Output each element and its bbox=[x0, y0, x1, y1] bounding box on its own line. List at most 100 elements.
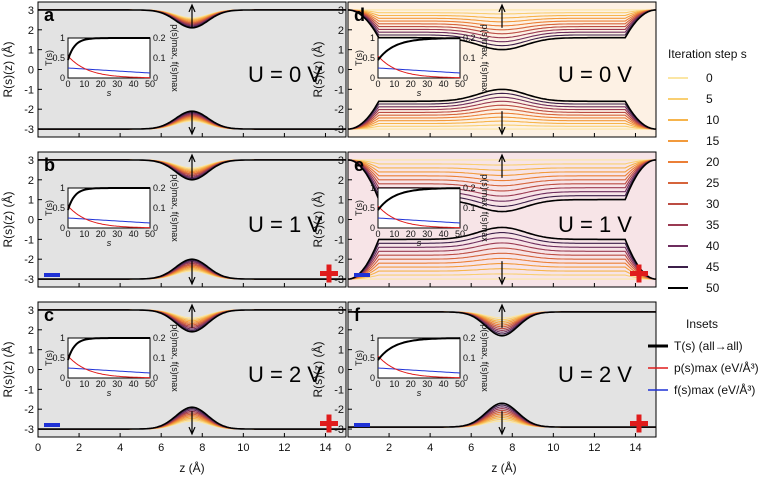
legend-label-10: 10 bbox=[706, 113, 720, 127]
inset-y-right-tick: 0 bbox=[463, 373, 468, 383]
radius-curve-s50 bbox=[38, 406, 346, 430]
x-tick-label: 0 bbox=[35, 442, 41, 454]
inset-frame bbox=[377, 187, 461, 229]
legend-label-30: 30 bbox=[706, 197, 720, 211]
y-tick-label: -3 bbox=[334, 124, 344, 136]
inset-y-right-tick: 0.2 bbox=[463, 333, 476, 343]
inset-y-left-label: T(s) bbox=[354, 350, 364, 366]
inset-fmax-line bbox=[67, 217, 151, 224]
inset-y-left-label: T(s) bbox=[354, 50, 364, 66]
inset-y-right-tick: 0 bbox=[153, 223, 158, 233]
inset-x-tick-label: 10 bbox=[79, 379, 89, 389]
y-tick-label: 0 bbox=[338, 365, 344, 377]
inset-x-tick-label: 30 bbox=[112, 229, 122, 239]
inset-fmax-line bbox=[67, 67, 151, 74]
inset-y-left-tick: 0.5 bbox=[52, 353, 65, 363]
inset-x-tick-label: 40 bbox=[439, 229, 449, 239]
x-tick-label: 14 bbox=[319, 442, 331, 454]
inset-x-tick-label: 20 bbox=[96, 379, 106, 389]
inset-x-tick-label: 40 bbox=[439, 379, 449, 389]
inset-y-right-tick: 0 bbox=[463, 73, 468, 83]
minus-electrode-icon bbox=[354, 273, 370, 277]
inset-y-left-tick: 0.5 bbox=[362, 353, 375, 363]
radius-curve-s40 bbox=[347, 96, 657, 130]
arrow-up-head bbox=[188, 153, 196, 163]
y-tick-label: -3 bbox=[334, 274, 344, 286]
panel-letter: d bbox=[354, 5, 365, 25]
inset-x-tick-label: 0 bbox=[65, 379, 70, 389]
inset-y-left-tick: 0 bbox=[370, 373, 375, 383]
inset-y-left-label: T(s) bbox=[44, 350, 54, 366]
y-tick-label: 1 bbox=[338, 345, 344, 357]
radius-curve-s50 bbox=[347, 226, 657, 280]
inset-x-tick-label: 0 bbox=[375, 229, 380, 239]
inset-y-left-label: T(s) bbox=[44, 200, 54, 216]
inset-transmission-line bbox=[67, 187, 150, 211]
radius-curve-s50 bbox=[38, 159, 346, 181]
panel-letter: f bbox=[354, 305, 361, 325]
y-tick-label: 1 bbox=[28, 45, 34, 57]
y-tick-label: 1 bbox=[28, 345, 34, 357]
legend-label-5: 5 bbox=[706, 92, 713, 106]
voltage-label: U = 2 V bbox=[558, 362, 632, 387]
inset-y-left-tick: 0 bbox=[60, 373, 65, 383]
inset-x-tick-label: 0 bbox=[65, 229, 70, 239]
inset-y-left-label: T(s) bbox=[44, 50, 54, 66]
inset-y-left-tick: 0.5 bbox=[52, 53, 65, 63]
inset-y-right-tick: 0 bbox=[463, 223, 468, 233]
legend-label-0: 0 bbox=[706, 71, 713, 85]
y-axis-label: R(s)(z) (Å) bbox=[310, 342, 325, 398]
arrow-down-head bbox=[188, 426, 196, 436]
radius-curve-s45 bbox=[347, 9, 657, 47]
x-tick-label: 0 bbox=[345, 442, 351, 454]
inset-pmax-line bbox=[377, 205, 461, 229]
inset-y-right-tick: 0.1 bbox=[153, 353, 166, 363]
inset-fmax-line bbox=[377, 367, 461, 374]
y-tick-label: 3 bbox=[338, 5, 344, 17]
voltage-label: U = 1 V bbox=[248, 212, 322, 237]
arrow-down-head bbox=[188, 126, 196, 136]
arrow-up-head bbox=[188, 303, 196, 313]
arrow-up-head bbox=[498, 153, 506, 163]
legend: Iteration step s 0 5 10 15 20 25 30 35 40 45 50 bbox=[668, 47, 747, 295]
voltage-label: U = 0 V bbox=[248, 62, 322, 87]
radius-curve-s25 bbox=[347, 159, 657, 187]
y-tick-label: -2 bbox=[24, 254, 34, 266]
inset-pmax-line bbox=[377, 55, 461, 79]
inset-x-tick-label: 20 bbox=[406, 229, 416, 239]
inset-fmax-line bbox=[67, 367, 151, 374]
voltage-label: U = 1 V bbox=[558, 212, 632, 237]
inset-legend-label: T(s) (all→all) bbox=[674, 339, 743, 353]
y-tick-label: 3 bbox=[338, 305, 344, 317]
inset-x-tick-label: 0 bbox=[375, 379, 380, 389]
radius-curve-s30 bbox=[347, 159, 657, 192]
inset-pmax-line bbox=[67, 55, 151, 79]
inset-frame bbox=[67, 337, 151, 379]
y-tick-label: -2 bbox=[334, 404, 344, 416]
inset-y-left-tick: 0.5 bbox=[52, 203, 65, 213]
radius-curve-s45 bbox=[347, 232, 657, 280]
inset-legend-label: p(s)max (eV/Å³) bbox=[674, 360, 759, 375]
inset-x-label: s bbox=[107, 388, 112, 398]
plus-electrode-icon-v bbox=[326, 414, 332, 433]
inset-x-tick-label: 10 bbox=[79, 79, 89, 89]
y-tick-label: -2 bbox=[334, 104, 344, 116]
x-tick-label: 14 bbox=[629, 442, 641, 454]
panel-letter: b bbox=[44, 155, 55, 175]
inset-y-left-tick: 0 bbox=[60, 73, 65, 83]
inset-transmission-line bbox=[377, 187, 461, 211]
y-tick-label: 1 bbox=[338, 45, 344, 57]
inset-y-right-tick: 0.1 bbox=[463, 53, 476, 63]
inset-legend: Insets T(s) (all→all) p(s)max (eV/Å³) f(s)… bbox=[648, 317, 759, 397]
inset-y-right-tick: 0.1 bbox=[463, 353, 476, 363]
arrow-down-head bbox=[188, 276, 196, 286]
arrow-up-head bbox=[188, 3, 196, 13]
plus-electrode-icon-v bbox=[326, 264, 332, 283]
inset-x-tick-label: 30 bbox=[112, 79, 122, 89]
inset-frame bbox=[377, 37, 461, 79]
